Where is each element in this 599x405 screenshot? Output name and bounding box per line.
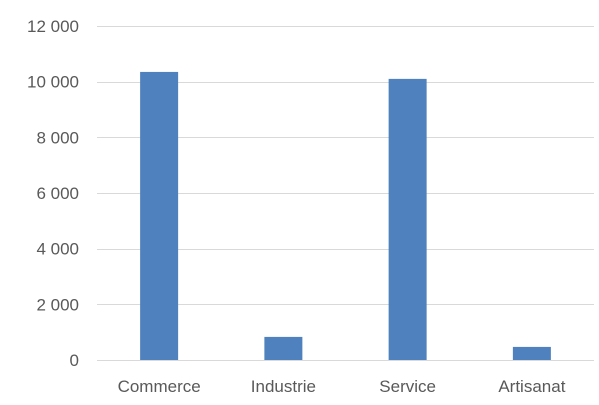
x-tick-label: Service: [379, 377, 436, 396]
y-tick-label: 10 000: [27, 73, 79, 92]
y-tick-label: 6 000: [36, 184, 79, 203]
x-tick-label: Industrie: [251, 377, 316, 396]
bar-industrie: [264, 336, 303, 360]
y-tick-label: 8 000: [36, 128, 79, 147]
y-tick-label: 12 000: [27, 17, 79, 36]
bar-commerce: [140, 71, 179, 361]
gridlines: [97, 26, 594, 361]
x-tick-label: Commerce: [118, 377, 201, 396]
bar-artisanat: [512, 346, 551, 360]
x-tick-label: Artisanat: [498, 377, 565, 396]
y-axis-tick-labels: 0 2 000 4 000 6 000 8 000 10 000 12 000: [27, 17, 79, 370]
y-tick-label: 2 000: [36, 295, 79, 314]
x-axis-tick-labels: Commerce Industrie Service Artisanat: [118, 377, 566, 396]
bars: [140, 71, 551, 361]
y-tick-label: 0: [70, 351, 79, 370]
y-tick-label: 4 000: [36, 240, 79, 259]
bar-service: [388, 78, 427, 360]
